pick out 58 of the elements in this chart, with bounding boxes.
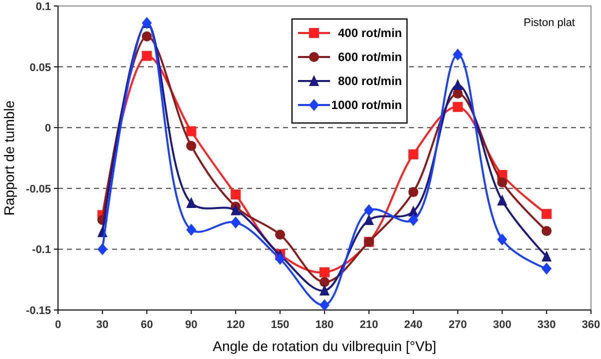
point <box>186 224 196 236</box>
point <box>275 230 286 240</box>
x-tick-label: 240 <box>404 319 423 331</box>
y-tick-label: 0.1 <box>36 1 51 13</box>
x-tick-label: 90 <box>185 319 198 331</box>
point <box>364 204 374 216</box>
point <box>142 50 152 61</box>
point <box>320 267 330 278</box>
x-tick-label: 330 <box>537 319 556 331</box>
x-tick-label: 300 <box>492 319 512 331</box>
x-tick-label: 210 <box>360 319 378 331</box>
y-tick-label: 0 <box>44 122 51 135</box>
point <box>364 214 374 226</box>
point <box>452 79 463 90</box>
x-tick-label: 30 <box>96 319 109 331</box>
point <box>542 208 552 219</box>
x-axis-title: Angle de rotation du vilbrequin [°Vb] <box>212 338 436 354</box>
x-tick-label: 270 <box>448 319 467 331</box>
point <box>186 126 196 136</box>
y-tick-label: -0.1 <box>32 244 51 256</box>
x-tick-label: 60 <box>140 319 153 331</box>
legend-label: 1000 rot/min <box>331 98 402 112</box>
point <box>408 149 418 160</box>
point <box>97 243 108 256</box>
y-axis-title: Rapport de tumble <box>1 100 17 216</box>
point <box>497 194 508 206</box>
y-tick-label: -0.15 <box>26 305 51 317</box>
x-tick-label: 120 <box>226 319 245 331</box>
point <box>320 299 330 312</box>
point <box>497 233 508 246</box>
y-tick-label: 0.05 <box>30 62 51 74</box>
annotation: Piston plat <box>524 17 575 29</box>
x-tick-label: 180 <box>315 319 334 331</box>
point <box>452 102 463 112</box>
point <box>452 48 463 61</box>
legend-label: 800 rot/min <box>338 74 402 88</box>
point <box>408 214 418 226</box>
point <box>186 140 196 151</box>
point <box>497 177 508 188</box>
legend-label: 400 rot/min <box>338 26 402 40</box>
point <box>142 31 152 42</box>
point <box>230 204 241 216</box>
x-tick-label: 150 <box>270 319 290 331</box>
y-tick-label: -0.05 <box>26 183 51 196</box>
x-tick-label: 0 <box>54 319 62 331</box>
point <box>542 250 552 262</box>
point <box>320 284 330 296</box>
point <box>230 216 241 228</box>
point <box>542 226 552 236</box>
point <box>320 277 330 288</box>
x-tick-label: 360 <box>582 319 600 331</box>
point <box>230 189 241 200</box>
point <box>186 196 196 208</box>
point <box>452 88 463 99</box>
point <box>542 262 552 275</box>
legend-label: 600 rot/min <box>338 50 402 64</box>
point <box>408 187 418 198</box>
point <box>275 252 286 265</box>
